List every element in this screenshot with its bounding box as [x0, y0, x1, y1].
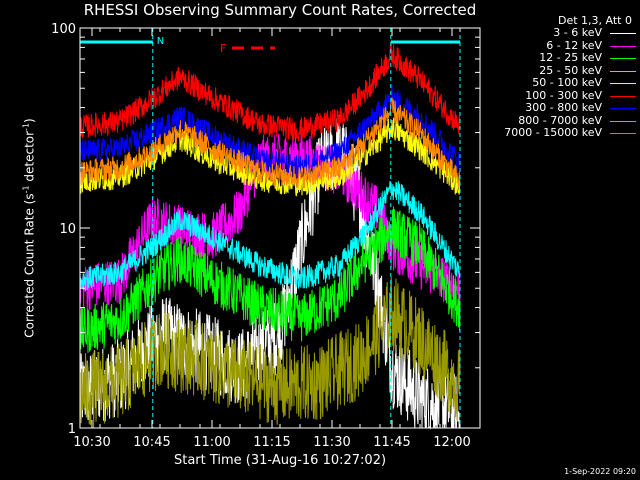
x-axis-label: Start Time (31-Aug-16 10:27:02) [173, 453, 387, 468]
legend-title: Det 1,3, Att 0 [558, 14, 632, 27]
night-flag-label: N [157, 36, 164, 47]
legend-entry: 6 - 12 keV [480, 38, 640, 53]
series-line-12-25-kev [79, 206, 461, 353]
series-line-300-800-kev [79, 84, 461, 179]
series-line-7000-15000-kev [79, 276, 461, 429]
legend-entry-swatch [610, 83, 636, 84]
x-tick-label: 11:45 [373, 435, 410, 450]
series-line-100-300-kev [79, 43, 461, 142]
x-tick-label: 10:45 [133, 435, 170, 450]
legend: Det 1,3, Att 0 3 - 6 keV 6 - 12 keV 12 - 2… [480, 14, 640, 140]
legend-entry-label: 3 - 6 keV [553, 26, 602, 39]
flare-flag-label: F [220, 42, 226, 55]
axis-layer: 10:30 10:45 11:00 11:15 11:30 11:45 12:00 1 10 10… [51, 22, 481, 450]
legend-entry-label: 7000 - 15000 keV [504, 126, 602, 139]
y-axis-label-close: ) [22, 118, 37, 123]
x-tick-label: 11:15 [253, 435, 290, 450]
legend-entry-swatch [610, 120, 636, 122]
legend-entry: 7000 - 15000 keV [480, 126, 640, 140]
legend-entry: 100 - 300 keV [480, 88, 640, 103]
y-axis-label-exponent-2: -1 [21, 122, 31, 131]
x-tick-label: 11:00 [193, 435, 230, 450]
legend-entry-swatch [610, 45, 636, 47]
x-tick-label: 12:00 [433, 435, 470, 450]
series-line-800-7000-kev [79, 97, 461, 189]
legend-entry: 800 - 7000 keV [480, 113, 640, 128]
legend-entry-swatch [610, 95, 636, 97]
chart-title: RHESSI Observing Summary Count Rates, Co… [83, 1, 477, 19]
series-line-25-50-kev [79, 180, 461, 291]
legend-entry: 3 - 6 keV [480, 26, 640, 40]
legend-entries: 3 - 6 keV 6 - 12 keV 12 - 25 keV 25 - 50 ke… [480, 26, 640, 140]
legend-entry: 25 - 50 keV [480, 63, 640, 78]
y-axis-label-text: Corrected Count Rate (s [22, 193, 37, 338]
legend-entry-label: 800 - 7000 keV [518, 113, 602, 127]
legend-entry-swatch [610, 133, 636, 134]
legend-entry-label: 12 - 25 keV [539, 51, 602, 64]
series-line-3-6-kev [79, 114, 460, 430]
series-layer [79, 43, 461, 430]
legend-entry-swatch [610, 108, 636, 109]
x-tick-label: 11:30 [313, 435, 350, 450]
legend-entry-label: 300 - 800 keV [525, 101, 602, 114]
legend-entry-swatch [610, 58, 636, 59]
legend-entry-swatch [610, 33, 636, 34]
legend-entry-label: 50 - 100 keV [532, 76, 602, 89]
y-tick-label: 100 [51, 22, 76, 37]
legend-entry: 300 - 800 keV [480, 101, 640, 115]
x-tick-label: 10:30 [73, 435, 110, 450]
legend-entry-label: 6 - 12 keV [546, 38, 602, 52]
legend-entry: 12 - 25 keV [480, 51, 640, 65]
legend-entry-label: 25 - 50 keV [539, 63, 602, 77]
y-axis-label-detector: detector [22, 130, 37, 186]
legend-entry-label: 100 - 300 keV [525, 88, 602, 102]
y-axis-label-exponent-1: -1 [21, 185, 31, 194]
legend-entry-swatch [610, 70, 636, 72]
y-tick-label: 10 [59, 222, 76, 237]
legend-entry: 50 - 100 keV [480, 76, 640, 90]
y-tick-label: 1 [68, 422, 76, 437]
footer-timestamp: 1-Sep-2022 09:20 [564, 467, 636, 476]
